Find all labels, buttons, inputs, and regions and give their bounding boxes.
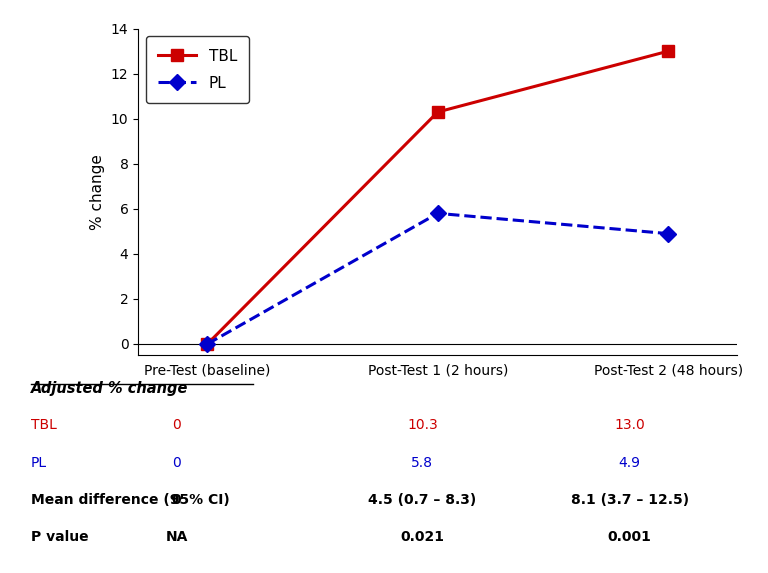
Text: TBL: TBL: [31, 418, 57, 432]
TBL: [433, 108, 442, 115]
TBL: [664, 48, 673, 54]
PL: [664, 230, 673, 237]
Text: Adjusted % change: Adjusted % change: [31, 381, 188, 396]
Text: 0.021: 0.021: [400, 530, 445, 544]
Text: 0: 0: [172, 418, 181, 432]
TBL: [203, 340, 212, 347]
Line: PL: PL: [202, 208, 674, 350]
Text: 0: 0: [172, 456, 181, 469]
Text: Mean difference (95% CI): Mean difference (95% CI): [31, 493, 230, 507]
Text: 4.9: 4.9: [619, 456, 641, 469]
Text: 10.3: 10.3: [407, 418, 438, 432]
PL: [433, 210, 442, 217]
Line: TBL: TBL: [202, 46, 674, 350]
Text: 0.001: 0.001: [607, 530, 652, 544]
PL: [203, 340, 212, 347]
Legend: TBL, PL: TBL, PL: [146, 36, 249, 103]
Text: 8.1 (3.7 – 12.5): 8.1 (3.7 – 12.5): [571, 493, 689, 507]
Text: PL: PL: [31, 456, 47, 469]
Text: 5.8: 5.8: [412, 456, 433, 469]
Text: P value: P value: [31, 530, 88, 544]
Text: 4.5 (0.7 – 8.3): 4.5 (0.7 – 8.3): [369, 493, 476, 507]
Text: NA: NA: [165, 530, 188, 544]
Text: 13.0: 13.0: [614, 418, 645, 432]
Text: 0: 0: [172, 493, 181, 507]
Y-axis label: % change: % change: [91, 154, 105, 230]
